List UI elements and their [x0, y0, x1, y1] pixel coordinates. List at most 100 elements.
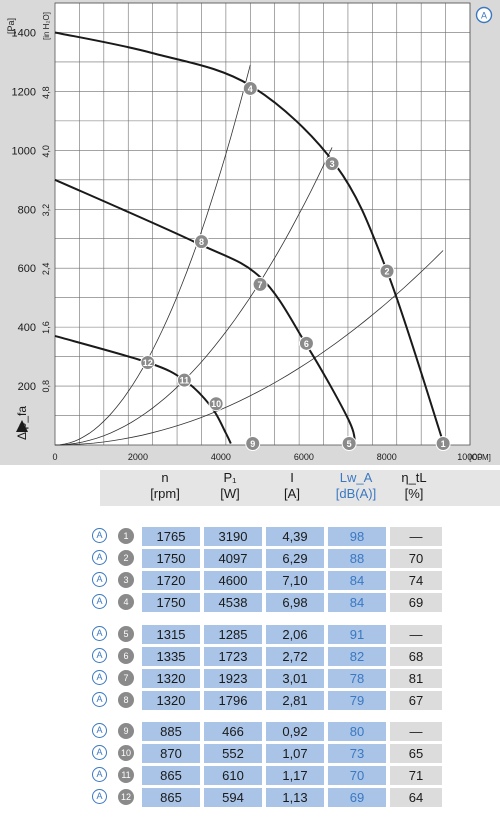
cell-eta: 65	[390, 744, 442, 763]
header-lwa-name: Lw_A	[339, 470, 373, 485]
operating-point-label: 8	[199, 237, 204, 247]
operating-point-marker	[341, 436, 357, 452]
operating-point-label: 1	[441, 439, 446, 449]
point-badge: 11	[118, 767, 134, 783]
cell-eta: 69	[390, 593, 442, 612]
y-tick-label: 200	[18, 381, 36, 393]
header-eta: η_tL [%]	[388, 470, 440, 502]
operating-point-label: 3	[330, 159, 335, 169]
cell-lwa: 79	[328, 691, 386, 710]
curve-badge: A	[92, 789, 107, 804]
curve-badge: A	[92, 528, 107, 543]
header-n-unit: [rpm]	[150, 486, 180, 501]
table-row: A 1 1765 3190 4,39 98—	[0, 527, 500, 547]
header-n-name: n	[161, 470, 169, 485]
cell-i: 4,39	[266, 527, 324, 546]
header-lwa-unit: [dB(A)]	[335, 486, 377, 501]
cell-n: 865	[142, 788, 200, 807]
operating-point-marker	[435, 436, 451, 452]
cell-i: 1,07	[266, 744, 324, 763]
cell-n: 1765	[142, 527, 200, 546]
cell-lwa: 69	[328, 788, 386, 807]
cell-p1: 1723	[204, 647, 262, 666]
operating-point-marker	[208, 396, 224, 412]
cell-i: 6,98	[266, 593, 324, 612]
y2-unit-label: [in H₂O]	[42, 12, 51, 40]
table-row: A 4 1750 4538 6,98 84 69	[0, 593, 500, 613]
header-eta-name: η_tL	[401, 470, 427, 485]
cell-lwa: 88	[328, 549, 386, 568]
y-tick-label: 800	[18, 204, 36, 216]
header-p1-unit: [W]	[220, 486, 240, 501]
cell-i: 2,06	[266, 625, 324, 644]
cell-eta: —	[390, 527, 442, 546]
x-cfm-tick-label: 6000	[294, 452, 314, 462]
curve-badge: A	[92, 745, 107, 760]
cell-n: 870	[142, 744, 200, 763]
table-row: A 11 865 610 1,17 70 71	[0, 766, 500, 786]
y-arrow-icon	[16, 420, 28, 432]
operating-point-label: 11	[180, 376, 190, 386]
cell-lwa: 70	[328, 766, 386, 785]
table-row: A 2 1750 4097 6,29 88 70	[0, 549, 500, 569]
y-unit-label: [Pa]	[6, 18, 16, 34]
cell-p1: 1285	[204, 625, 262, 644]
operating-point-marker	[140, 354, 156, 370]
curve-badge-icon	[475, 6, 493, 24]
point-badge: 10	[118, 745, 134, 761]
cell-i: 0,92	[266, 722, 324, 741]
operating-point-label: 10	[211, 399, 221, 409]
cell-eta: 71	[390, 766, 442, 785]
cell-p1: 3190	[204, 527, 262, 546]
operating-point-label: 2	[384, 267, 389, 277]
operating-point-marker	[242, 80, 258, 96]
table-row: A 5 1315 1285 2,06 91—	[0, 625, 500, 645]
x-cfm-tick-label: 0	[52, 452, 57, 462]
point-badge: 5	[118, 626, 134, 642]
x-cfm-tick-label: 8000	[377, 452, 397, 462]
header-i-unit: [A]	[284, 486, 300, 501]
operating-point-marker	[379, 263, 395, 279]
curve-badge-label: A	[481, 11, 487, 21]
operating-point-label: 4	[248, 84, 253, 94]
y2-tick-label: 3,2	[41, 204, 51, 217]
operating-point-label: 9	[250, 439, 255, 449]
cell-p1: 1923	[204, 669, 262, 688]
header-i-name: I	[290, 470, 294, 485]
cell-p1: 610	[204, 766, 262, 785]
cell-lwa: 80	[328, 722, 386, 741]
y2-tick-label: 1,6	[41, 321, 51, 334]
cell-lwa: 78	[328, 669, 386, 688]
system-curve	[54, 64, 251, 446]
cell-i: 3,01	[266, 669, 324, 688]
y2-tick-label: 4,0	[41, 145, 51, 158]
curve-badge: A	[92, 550, 107, 565]
point-badge: 1	[118, 528, 134, 544]
y-tick-label: 1400	[12, 27, 36, 39]
cell-n: 1335	[142, 647, 200, 666]
curve-badge: A	[92, 594, 107, 609]
table-header-band	[100, 470, 500, 506]
cell-eta: 67	[390, 691, 442, 710]
y-tick-label: 1000	[12, 145, 36, 157]
system-curve	[54, 147, 333, 446]
cell-i: 1,17	[266, 766, 324, 785]
cell-n: 1320	[142, 669, 200, 688]
header-p1-name: P₁	[223, 470, 237, 485]
cell-lwa: 84	[328, 593, 386, 612]
curve-badge: A	[92, 692, 107, 707]
cell-lwa: 82	[328, 647, 386, 666]
curve-badge: A	[92, 670, 107, 685]
plot-frame	[54, 2, 471, 446]
operating-point-label: 12	[143, 358, 153, 368]
y-tick-label: 1200	[12, 86, 36, 98]
point-badge: 9	[118, 723, 134, 739]
cell-p1: 552	[204, 744, 262, 763]
cell-lwa: 84	[328, 571, 386, 590]
cell-lwa: 98	[328, 527, 386, 546]
point-badge: 2	[118, 550, 134, 566]
cell-n: 1720	[142, 571, 200, 590]
performance-chart: 200 400 600 800 1000 1200 1400 0,8 1,6 2,4 3,2 4,0 4…	[0, 0, 500, 465]
cell-lwa: 73	[328, 744, 386, 763]
y-tick-label: 400	[18, 322, 36, 334]
